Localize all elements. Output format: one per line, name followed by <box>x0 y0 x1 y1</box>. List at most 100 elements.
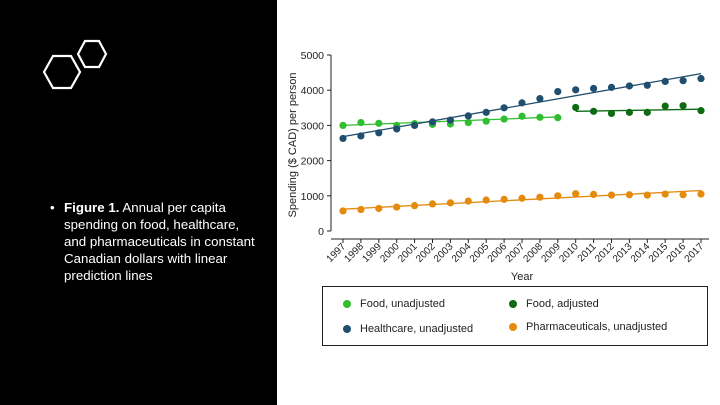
legend-marker <box>509 323 517 331</box>
legend-label: Food, adjusted <box>526 298 599 310</box>
caption-text: Annual per capita spending on food, heal… <box>64 200 255 283</box>
data-point <box>590 190 598 198</box>
data-point <box>590 107 598 115</box>
data-point <box>607 83 616 91</box>
data-point <box>572 103 580 112</box>
data-point <box>607 109 616 118</box>
x-axis-label: Year <box>511 271 534 283</box>
data-point <box>697 107 705 115</box>
data-point <box>411 121 419 129</box>
legend-label: Food, unadjusted <box>360 298 446 310</box>
left-panel: • Figure 1. Annual per capita spending o… <box>0 0 277 405</box>
hexagon-outline-icon <box>76 39 108 69</box>
x-tick-label: 2002 <box>414 241 438 265</box>
y-tick-label: 1000 <box>301 191 325 203</box>
data-point <box>339 121 347 129</box>
data-point <box>357 205 365 214</box>
data-point <box>643 108 651 116</box>
data-point <box>679 191 687 199</box>
x-tick-label: 2010 <box>557 241 581 265</box>
x-tick-label: 1998 <box>343 241 367 265</box>
legend-label: Healthcare, unadjusted <box>360 323 474 335</box>
x-tick-label: 2013 <box>611 241 635 265</box>
legend-marker <box>509 300 517 308</box>
legend-item-healthcare: Healthcare, unadjusted <box>343 323 473 335</box>
figure-caption: • Figure 1. Annual per capita spending o… <box>50 199 265 284</box>
legend-marker <box>343 325 351 333</box>
data-point <box>500 195 508 203</box>
x-tick-label: 2004 <box>450 241 474 265</box>
chart-legend: Food, unadjusted Food, adjusted Healthca… <box>322 286 708 346</box>
data-point <box>679 77 687 85</box>
data-point <box>697 190 705 198</box>
x-tick-label: 2007 <box>504 241 528 265</box>
x-tick-label: 2017 <box>683 241 707 265</box>
y-axis-label: Spending ($ CAD) per person <box>287 73 299 218</box>
data-point <box>464 118 472 127</box>
data-point <box>375 119 383 127</box>
data-point <box>500 104 508 112</box>
data-point <box>607 191 616 199</box>
y-tick-label: 3000 <box>301 120 325 132</box>
data-point <box>572 190 580 198</box>
hexagon-outline-icon <box>42 54 82 90</box>
data-point <box>357 132 365 140</box>
legend-item-pharmaceuticals: Pharmaceuticals, unadjusted <box>509 321 667 333</box>
data-point <box>661 190 669 198</box>
data-point <box>625 191 633 199</box>
legend-marker <box>343 300 351 308</box>
x-tick-label: 2016 <box>665 241 689 265</box>
x-tick-label: 2005 <box>468 241 492 265</box>
data-point <box>554 192 562 200</box>
data-point <box>339 134 347 143</box>
data-point <box>464 112 472 120</box>
data-point <box>446 116 454 124</box>
data-point <box>625 82 633 90</box>
y-tick-label: 0 <box>318 226 324 238</box>
data-point <box>536 113 544 121</box>
y-tick-label: 5000 <box>301 50 325 62</box>
data-point <box>643 191 651 199</box>
y-tick-label: 2000 <box>301 156 325 168</box>
data-point <box>464 197 472 205</box>
fit-lines <box>342 73 702 210</box>
data-point <box>482 108 490 116</box>
data-point <box>661 102 669 110</box>
data-point <box>518 99 526 107</box>
caption-figure-label: Figure 1. <box>64 200 120 215</box>
data-point <box>375 204 383 213</box>
x-tick-label: 2012 <box>593 241 617 265</box>
x-tick-label: 2008 <box>522 241 546 265</box>
data-point <box>393 125 401 133</box>
data-point <box>411 202 419 210</box>
x-tick-label: 2009 <box>539 241 563 265</box>
data-point <box>572 86 580 94</box>
hexagon-logo <box>42 39 108 90</box>
y-tick-label: 4000 <box>301 85 325 97</box>
data-point <box>393 203 401 211</box>
data-point <box>536 95 544 103</box>
data-point <box>357 118 365 127</box>
data-point <box>518 194 526 202</box>
data-point <box>554 114 562 122</box>
data-points <box>339 74 705 215</box>
legend-item-food-adjusted: Food, adjusted <box>509 298 599 310</box>
x-tick-label: 2015 <box>647 241 671 265</box>
x-tick-label: 1999 <box>360 241 384 265</box>
caption-bullet: • <box>50 200 55 215</box>
data-point <box>536 193 544 201</box>
x-tick-label: 2001 <box>396 241 420 265</box>
x-tick-label: 2000 <box>378 241 402 265</box>
legend-item-food-unadjusted: Food, unadjusted <box>343 298 445 310</box>
data-point <box>679 102 687 110</box>
data-point <box>554 88 562 96</box>
x-tick-label: 1997 <box>325 241 349 265</box>
legend-label: Pharmaceuticals, unadjusted <box>526 321 668 333</box>
data-point <box>428 118 437 126</box>
data-point <box>375 129 383 137</box>
data-point <box>625 108 633 116</box>
data-point <box>446 199 454 207</box>
data-point <box>697 74 705 83</box>
data-point <box>482 117 490 125</box>
data-point <box>339 207 347 215</box>
